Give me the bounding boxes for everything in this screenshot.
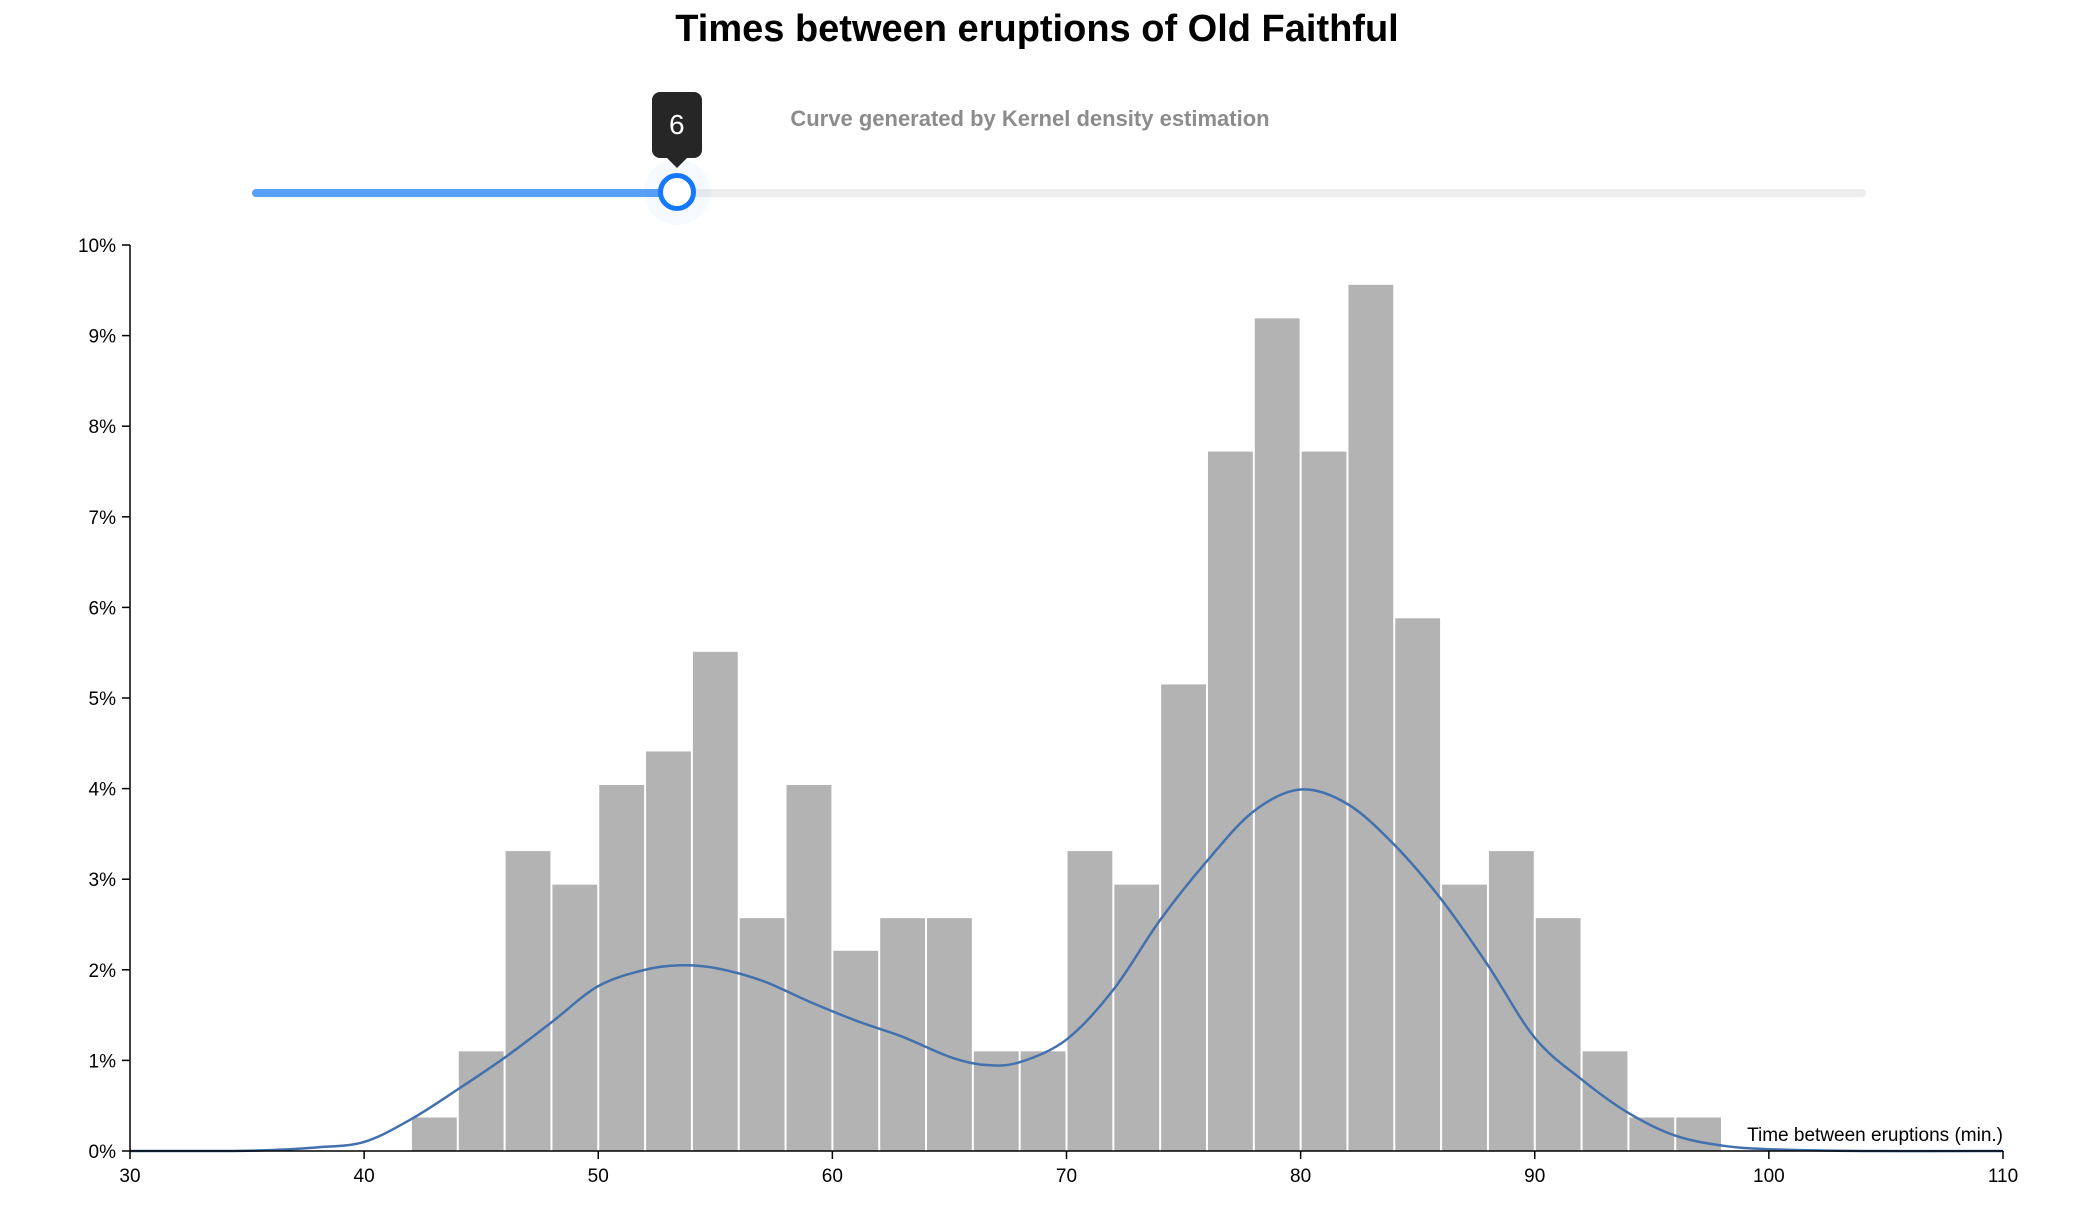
y-tick-label: 9% <box>89 327 117 348</box>
y-tick-label: 3% <box>89 870 117 891</box>
histogram-bar-17 <box>1207 451 1253 1151</box>
y-tick: 8% <box>89 417 130 438</box>
x-tick: 60 <box>822 1151 843 1187</box>
y-tick: 7% <box>89 508 130 529</box>
x-tick: 90 <box>1524 1151 1545 1187</box>
chart-title: Times between eruptions of Old Faithful <box>675 8 1399 50</box>
y-tick-label: 1% <box>89 1051 117 1072</box>
x-tick-label: 30 <box>119 1166 140 1187</box>
x-tick: 110 <box>1988 1151 2018 1187</box>
slider-handle[interactable] <box>657 173 696 211</box>
y-tick: 6% <box>89 598 130 619</box>
y-tick: 1% <box>89 1051 130 1072</box>
x-tick: 40 <box>354 1151 375 1187</box>
histogram-bar-26 <box>1629 1117 1675 1151</box>
chart-subtitle: Curve generated by Kernel density estima… <box>790 106 1270 131</box>
x-tick: 80 <box>1290 1151 1311 1187</box>
x-tick-label: 60 <box>822 1166 843 1187</box>
histogram-bar-9 <box>833 950 879 1151</box>
slider-track[interactable] <box>252 189 677 197</box>
y-axis: 0% 1% 2% 3% 4% 5% 6% 7% 8% 9% 10% <box>78 236 131 1163</box>
x-tick: 70 <box>1056 1151 1077 1187</box>
histogram-bar-25 <box>1582 1051 1628 1151</box>
histogram-bar-13 <box>1020 1051 1066 1151</box>
histogram-bar-19 <box>1301 451 1347 1151</box>
histogram-bar-0 <box>411 1117 457 1151</box>
y-tick-label: 2% <box>89 961 117 982</box>
histogram-bar-5 <box>646 751 691 1151</box>
x-tick-label: 90 <box>1524 1166 1545 1187</box>
histogram-bar-4 <box>599 784 645 1151</box>
histogram-bar-24 <box>1535 918 1581 1151</box>
y-tick: 2% <box>89 961 130 982</box>
x-tick: 30 <box>119 1151 141 1187</box>
histogram-bar-18 <box>1254 318 1300 1151</box>
slider-rail[interactable] <box>252 189 1866 197</box>
histogram-bar-7 <box>739 918 785 1151</box>
x-tick: 100 <box>1753 1151 1785 1187</box>
histogram-bars <box>411 284 1722 1151</box>
y-tick-label: 0% <box>89 1142 117 1163</box>
y-tick: 0% <box>89 1142 130 1163</box>
x-tick-label: 100 <box>1753 1166 1785 1187</box>
histogram-bar-3 <box>552 884 598 1151</box>
y-tick: 4% <box>89 780 130 801</box>
histogram-bar-21 <box>1395 618 1441 1151</box>
histogram-bar-20 <box>1348 284 1394 1151</box>
x-tick-label: 50 <box>588 1166 609 1187</box>
y-tick-label: 10% <box>78 236 116 257</box>
y-tick-label: 5% <box>89 689 117 710</box>
slider-value-tooltip: 6 <box>651 92 702 168</box>
y-tick: 9% <box>89 327 130 348</box>
y-tick: 10% <box>78 236 130 257</box>
density-curve <box>129 788 2004 1153</box>
y-tick-label: 8% <box>89 417 117 438</box>
y-tick-label: 4% <box>89 780 117 801</box>
histogram-bar-1 <box>458 1051 504 1151</box>
y-tick-label: 6% <box>89 598 117 619</box>
y-tick: 5% <box>89 689 130 710</box>
histogram-bar-6 <box>692 651 738 1151</box>
histogram-bar-2 <box>505 851 551 1151</box>
y-tick-label: 7% <box>89 508 117 529</box>
x-tick-label: 110 <box>1988 1166 2018 1187</box>
x-axis: 30 40 50 60 70 80 90 100 110 <box>119 1150 2018 1187</box>
histogram-bar-10 <box>880 918 926 1151</box>
bandwidth-slider[interactable]: 6 <box>252 92 1866 211</box>
x-tick-label: 70 <box>1056 1166 1077 1187</box>
x-tick-label: 80 <box>1290 1166 1311 1187</box>
x-tick: 50 <box>588 1151 609 1187</box>
histogram-bar-27 <box>1676 1117 1722 1151</box>
histogram-bar-11 <box>927 918 972 1151</box>
histogram-bar-8 <box>786 784 832 1151</box>
histogram-bar-22 <box>1442 884 1487 1151</box>
histogram-bar-16 <box>1161 684 1206 1151</box>
x-tick-label: 40 <box>354 1166 375 1187</box>
x-axis-label: Time between eruptions (min.) <box>1747 1125 2003 1146</box>
histogram-bar-12 <box>973 1051 1019 1151</box>
histogram-bar-15 <box>1114 884 1160 1151</box>
y-tick: 3% <box>89 870 130 891</box>
